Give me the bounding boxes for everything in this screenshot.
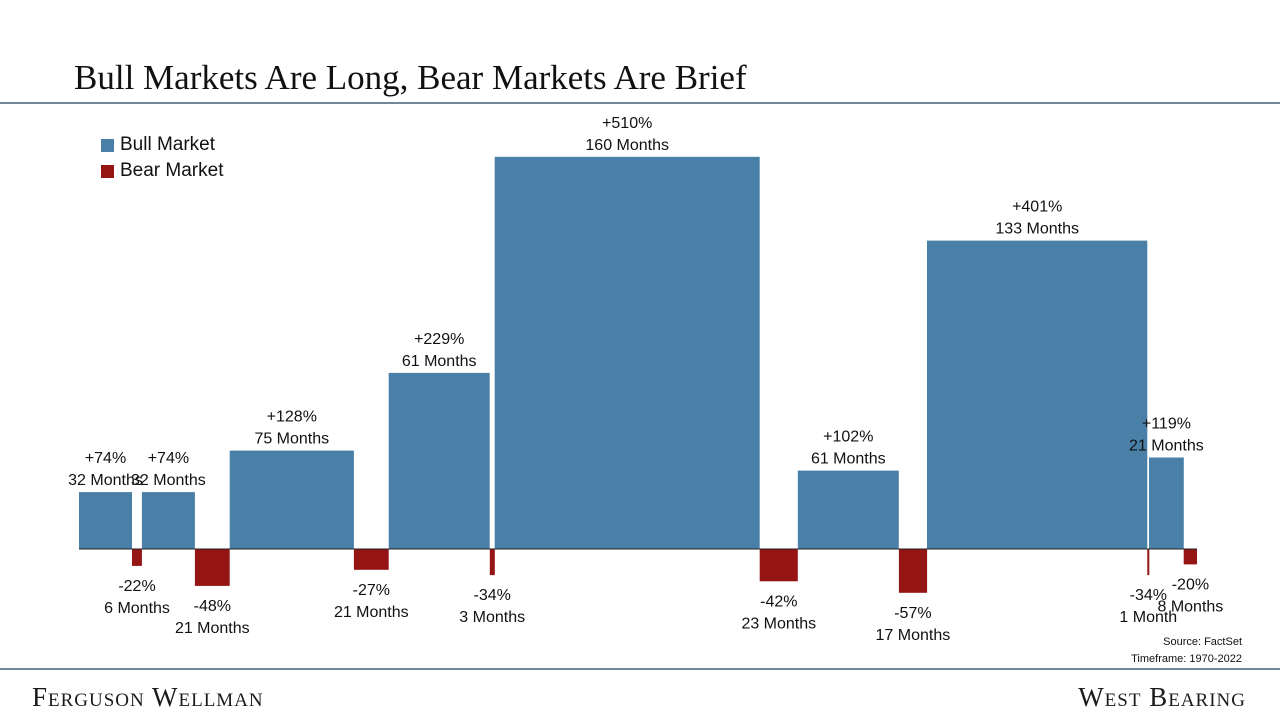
bull-months-label-14: 21 Months	[1129, 438, 1204, 455]
bear-pct-label-11: -57%	[894, 605, 931, 622]
bull-months-label-10: 61 Months	[811, 451, 886, 468]
bear-pct-label-5: -27%	[353, 582, 390, 599]
bear-pct-label-7: -34%	[474, 587, 511, 604]
brand-ferguson-wellman: Ferguson Wellman	[32, 682, 264, 712]
bear-pct-label-3: -48%	[194, 598, 231, 615]
bull-bar-8	[494, 156, 760, 550]
legend-item-bear: Bear Market	[101, 158, 223, 184]
bear-months-label-9: 23 Months	[741, 615, 816, 632]
bear-months-label-1: 6 Months	[104, 600, 170, 617]
brand-west-bearing: West Bearing	[1078, 682, 1246, 712]
source-line: Source: FactSet	[1163, 636, 1242, 648]
bull-bar-10	[797, 470, 899, 549]
legend-label-bull: Bull Market	[120, 134, 216, 155]
bear-bar-11	[898, 549, 928, 593]
bear-pct-label-13: -34%	[1130, 587, 1167, 604]
bear-bar-3	[194, 549, 230, 586]
legend-label-bear: Bear Market	[120, 160, 224, 181]
bull-pct-label-4: +128%	[267, 409, 317, 426]
bull-pct-label-14: +119%	[1142, 416, 1191, 433]
bull-bar-4	[229, 450, 354, 549]
bull-pct-label-0: +74%	[85, 450, 126, 467]
bear-pct-label-15: -20%	[1172, 576, 1209, 593]
bull-months-label-4: 75 Months	[254, 431, 329, 448]
legend: Bull Market Bear Market	[101, 132, 223, 184]
legend-swatch-bull	[101, 138, 114, 152]
bull-pct-label-12: +401%	[1012, 199, 1062, 216]
bear-months-label-13: 1 Month	[1119, 609, 1177, 626]
legend-swatch-bear	[101, 164, 114, 178]
bear-months-label-7: 3 Months	[459, 609, 525, 626]
bull-months-label-0: 32 Months	[68, 472, 143, 489]
bear-bar-5	[353, 549, 389, 570]
bull-pct-label-8: +510%	[602, 115, 652, 132]
bull-bar-2	[141, 492, 195, 549]
bear-months-label-5: 21 Months	[334, 604, 409, 621]
bear-months-label-11: 17 Months	[876, 627, 951, 644]
legend-item-bull: Bull Market	[101, 132, 223, 158]
bull-bar-12	[927, 240, 1148, 549]
bull-bar-14	[1149, 457, 1184, 549]
bull-pct-label-10: +102%	[823, 429, 873, 446]
timeframe-line: Timeframe: 1970-2022	[1131, 653, 1242, 665]
bull-months-label-8: 160 Months	[585, 137, 669, 154]
source-note: Source: FactSet Timeframe: 1970-2022	[1131, 634, 1242, 668]
bull-bar-6	[388, 372, 490, 549]
bull-pct-label-2: +74%	[148, 450, 189, 467]
bear-pct-label-9: -42%	[760, 593, 797, 610]
bear-pct-label-1: -22%	[118, 578, 155, 595]
bull-bar-0	[79, 492, 132, 549]
bear-months-label-3: 21 Months	[175, 620, 250, 637]
bear-bar-13	[1147, 549, 1150, 576]
bull-pct-label-6: +229%	[414, 331, 464, 348]
bear-bar-9	[759, 549, 798, 582]
chart-title: Bull Markets Are Long, Bear Markets Are …	[74, 58, 747, 97]
bear-bar-7	[489, 549, 495, 576]
bear-bar-15	[1183, 549, 1197, 565]
bull-months-label-12: 133 Months	[995, 221, 1079, 238]
footer-divider	[0, 668, 1280, 670]
bull-months-label-6: 61 Months	[402, 353, 477, 370]
bear-bar-1	[132, 549, 142, 566]
bear-months-label-15: 8 Months	[1157, 598, 1223, 615]
bull-months-label-2: 32 Months	[131, 472, 206, 489]
title-divider	[0, 102, 1280, 104]
